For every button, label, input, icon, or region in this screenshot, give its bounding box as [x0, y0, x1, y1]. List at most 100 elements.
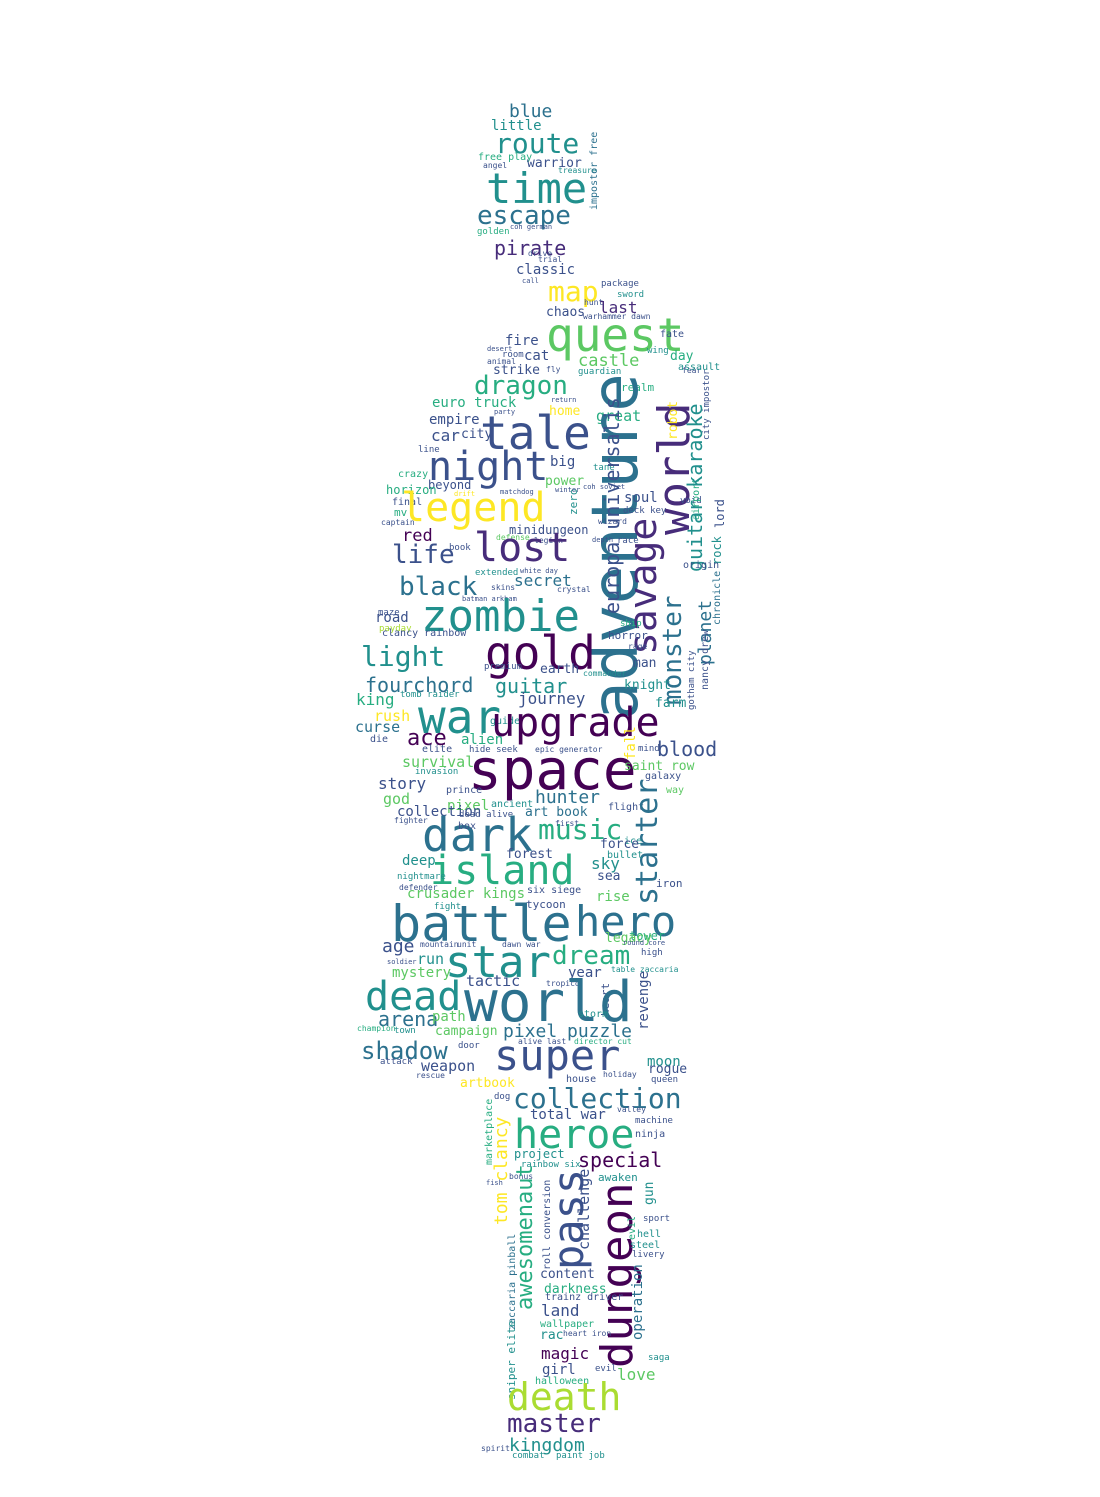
word-battle: battle	[391, 895, 572, 953]
word-assault: assault	[678, 362, 721, 373]
word-moon: moon	[647, 1054, 681, 1070]
word-rage: rage	[628, 642, 648, 651]
word-way: way	[666, 785, 685, 796]
word-dog: dog	[494, 1092, 511, 1102]
word-project: project	[514, 1147, 565, 1161]
word-die: die	[370, 734, 389, 745]
word-lost: lost	[474, 525, 571, 571]
word-captain: captain	[381, 518, 415, 527]
word-call: call	[522, 277, 539, 285]
word-fight: fight	[434, 902, 462, 912]
word-warrior: warrior	[527, 156, 582, 171]
word-drive: drive	[528, 249, 553, 258]
word-realm: realm	[621, 381, 655, 394]
word-race: race	[617, 536, 639, 546]
word-high: high	[641, 948, 663, 958]
word-alive-last: alive last	[518, 1037, 567, 1046]
word-space: space	[468, 738, 637, 803]
word-island: island	[430, 848, 575, 894]
word-road: road	[375, 610, 409, 626]
word-fate: fate	[660, 329, 685, 340]
word-art: collection	[397, 804, 482, 820]
word-rainbow-six: rainbow six	[521, 1160, 581, 1170]
word-art-book: art book	[525, 805, 588, 820]
word-origin: origin	[683, 560, 720, 571]
word-upgrade: upgrade	[491, 700, 660, 746]
word-depth: depth	[592, 536, 614, 544]
word-blood: blood	[657, 737, 718, 761]
word-great: great	[596, 407, 642, 425]
word-cat: cat	[524, 348, 550, 364]
word-party: party	[494, 408, 516, 416]
word-escape: escape	[477, 201, 571, 231]
word-total-war: total war	[530, 1107, 606, 1123]
word-age: age	[382, 936, 415, 957]
word-tom-clancy: tom clancy	[491, 1116, 512, 1225]
word-guide: guide	[490, 716, 521, 727]
word-house: house	[566, 1074, 597, 1085]
word-star: star	[445, 937, 551, 988]
word-pirate: pirate	[494, 236, 567, 260]
word-gotham-city: gotham city	[687, 650, 697, 710]
word-saga: saga	[648, 1353, 670, 1363]
word-artbook: artbook	[460, 1076, 515, 1091]
word-tale: tale	[480, 406, 591, 460]
word-story: story	[378, 774, 427, 793]
word-dark: dark	[422, 808, 533, 862]
word-mind: mind	[638, 744, 660, 754]
word-horizon: horizon	[386, 483, 437, 497]
word-fire: fire	[505, 333, 539, 349]
word-town: town	[394, 1026, 416, 1036]
word-rogue: rogue	[648, 1062, 688, 1077]
word-black: black	[399, 572, 478, 602]
word-ice: ice	[624, 836, 643, 847]
word-campaign: campaign	[435, 1024, 498, 1039]
word-empire: empire	[429, 412, 480, 428]
word-guitar-karaoke: guitar karaoke	[683, 403, 707, 572]
word-free-play: free play	[478, 152, 533, 163]
word-path: path	[432, 1009, 466, 1025]
word-fourchord: fourchord	[365, 673, 474, 697]
word-curse: curse	[355, 718, 401, 736]
word-shadow: shadow	[361, 1037, 448, 1065]
word-attack: attack	[380, 1057, 413, 1067]
word-red: red	[402, 526, 433, 546]
word-farm: farm	[655, 696, 687, 711]
word-big: big	[550, 454, 576, 470]
word-premium: premium	[484, 662, 522, 672]
word-evil: evil	[595, 1364, 617, 1374]
word-mountain: mountain	[420, 940, 459, 949]
word-girl: girl	[542, 1362, 576, 1378]
word-hide-seek: hide seek	[469, 745, 518, 755]
word-alien: alien	[461, 732, 504, 748]
word-wing: wing	[647, 346, 669, 356]
word-force: force	[600, 837, 640, 852]
word-robot: robot	[666, 400, 681, 440]
word-batman-arkham: batman arkham	[462, 595, 517, 603]
word-invasion: invasion	[415, 767, 459, 777]
word-flight: flight	[608, 802, 645, 813]
word-maze: maze	[378, 608, 400, 618]
word-angel: angel	[483, 161, 508, 170]
word-mv: mv	[394, 506, 408, 519]
word-rush: rush	[374, 707, 411, 725]
word-steel: steel	[630, 1240, 661, 1251]
word-master: master	[507, 1409, 601, 1439]
word-epic-generator: epic generator	[535, 745, 603, 754]
word-clancy-rainbow: clancy rainbow	[382, 628, 467, 639]
word-revenge: revenge	[636, 970, 652, 1030]
word-skins: skins	[491, 583, 516, 592]
word-fear: fear	[682, 366, 702, 375]
word-payday: payday	[379, 624, 412, 634]
word-queen: queen	[651, 1075, 679, 1085]
word-rise: rise	[596, 889, 630, 905]
word-impostor-free: impostor free	[589, 131, 600, 210]
word-fighter: fighter	[394, 816, 428, 825]
word-spirit: spirit	[481, 1444, 510, 1453]
word-journey: journey	[518, 689, 586, 708]
word-warhammer-dawn: warhammer dawn	[583, 312, 651, 321]
word-coh-german: coh german	[510, 223, 553, 231]
word-crazy: crazy	[398, 469, 429, 480]
word-defense: defense	[496, 533, 530, 542]
word-king: king	[356, 690, 395, 709]
